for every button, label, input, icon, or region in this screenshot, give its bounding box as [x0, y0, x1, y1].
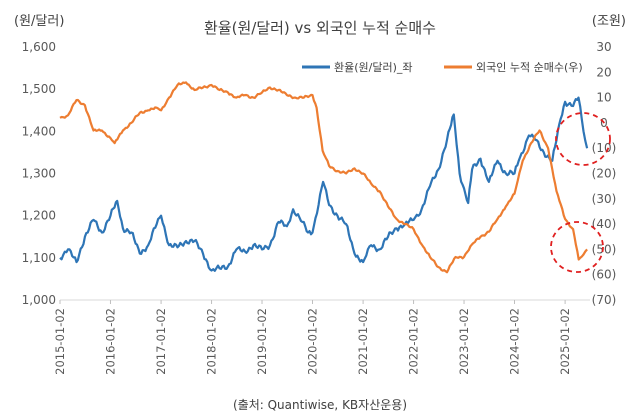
- left-tick-label: 1,200: [22, 209, 56, 223]
- x-tick-label: 2020-01-02: [305, 308, 319, 375]
- source-note: (출처: Quantiwise, KB자산운용): [233, 398, 407, 412]
- series-layer: [59, 81, 589, 274]
- left-tick-label: 1,600: [22, 40, 56, 54]
- legend: 환율(원/달러)_좌 외국인 누적 순매수(우): [302, 61, 583, 74]
- left-tick-label: 1,100: [22, 251, 56, 265]
- right-tick-label: (30): [592, 192, 617, 206]
- left-tick-label: 1,000: [22, 293, 56, 307]
- x-tick-label: 2017-01-02: [154, 308, 168, 375]
- right-axis-unit: (조원): [592, 14, 626, 29]
- right-tick-label: (40): [592, 217, 617, 231]
- x-tick-label: 2025-01-02: [558, 308, 572, 375]
- right-tick-label: (50): [592, 242, 617, 256]
- x-tick-label: 2015-01-02: [53, 308, 67, 375]
- annotation-ellipse-fx: [555, 112, 611, 166]
- legend-label-fx: 환율(원/달러)_좌: [334, 61, 413, 74]
- right-tick-label: 30: [596, 40, 611, 54]
- chart-title: 환율(원/달러) vs 외국인 누적 순매수: [204, 19, 436, 37]
- x-tick-label: 2024-01-02: [508, 308, 522, 375]
- right-tick-label: (60): [592, 268, 617, 282]
- left-tick-label: 1,400: [22, 124, 56, 138]
- annotation-ellipse-foreign: [550, 221, 604, 273]
- x-tick-label: 2019-01-02: [255, 308, 269, 375]
- right-tick-label: (70): [592, 293, 617, 307]
- left-tick-label: 1,300: [22, 167, 56, 181]
- x-tick-label: 2022-01-02: [407, 308, 421, 375]
- x-tick-label: 2021-01-02: [356, 308, 370, 375]
- left-tick-label: 1,500: [22, 82, 56, 96]
- right-tick-label: (10): [592, 141, 617, 155]
- series-line-fx: [59, 96, 589, 272]
- legend-label-foreign: 외국인 누적 순매수(우): [476, 61, 583, 74]
- left-axis-ticks: 1,600 1,500 1,400 1,300 1,200 1,100 1,000: [22, 40, 56, 307]
- right-tick-label: (20): [592, 167, 617, 181]
- right-tick-label: 20: [596, 65, 611, 79]
- right-tick-label: 10: [596, 91, 611, 105]
- left-axis-unit: (원/달러): [14, 14, 64, 29]
- x-tick-label: 2023-01-02: [457, 308, 471, 375]
- x-tick-label: 2016-01-02: [103, 308, 117, 375]
- x-tick-label: 2018-01-02: [205, 308, 219, 375]
- series-line-foreign: [59, 81, 588, 274]
- x-axis-ticks: 2015-01-02 2016-01-02 2017-01-02 2018-01-02…: [53, 300, 572, 375]
